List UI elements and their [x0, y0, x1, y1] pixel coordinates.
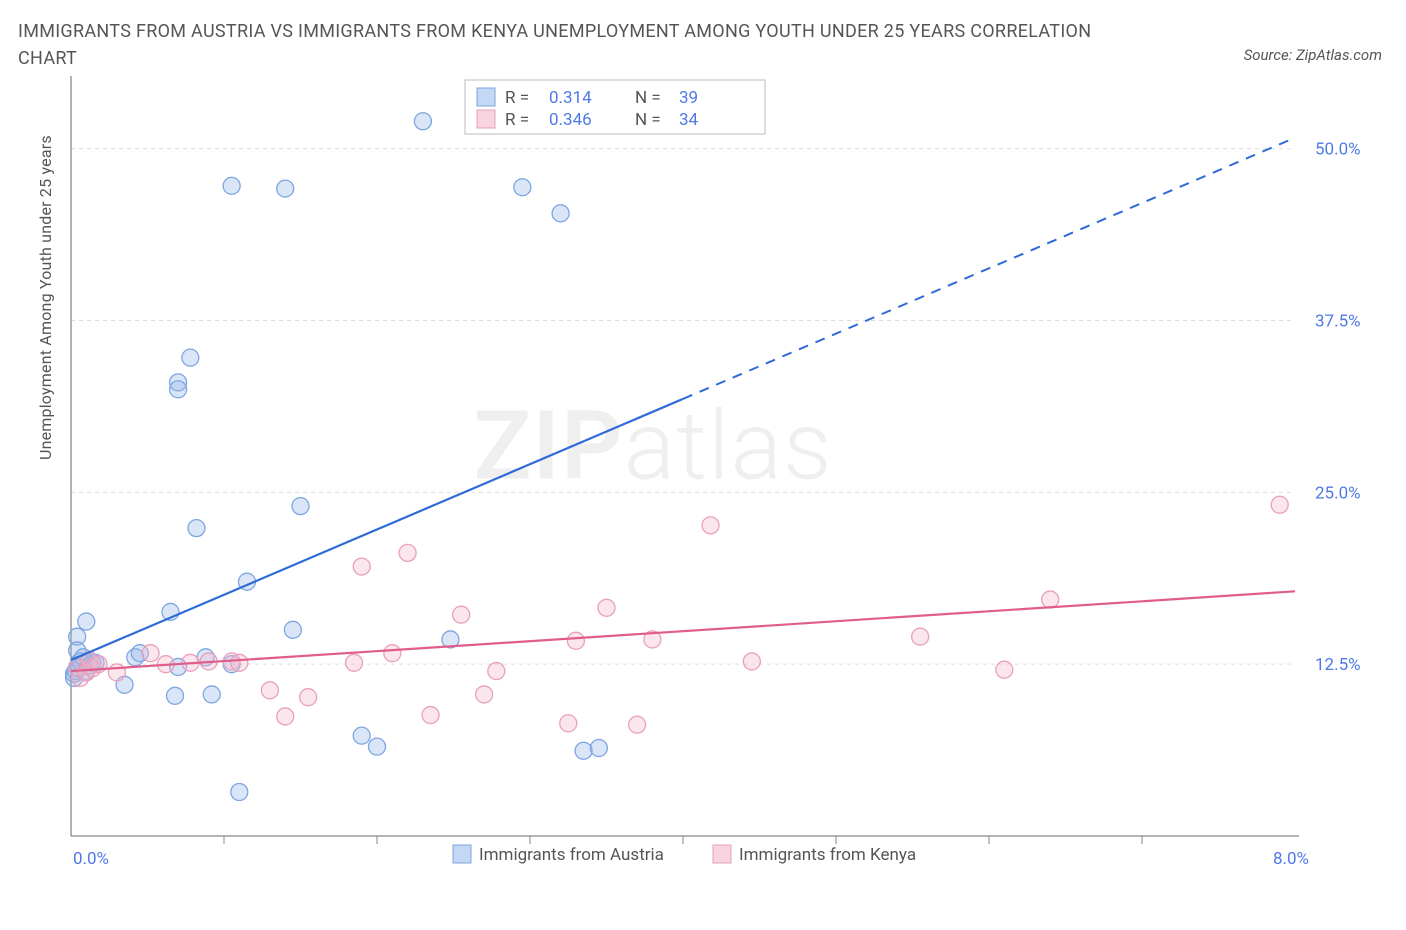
trend-line-austria-dash [683, 138, 1295, 399]
data-point [223, 177, 240, 194]
data-point [353, 558, 370, 575]
y-tick-label: 50.0% [1315, 140, 1361, 160]
y-axis-label: Unemployment Among Youth under 25 years [36, 135, 55, 460]
data-point [78, 613, 95, 630]
data-point [1042, 591, 1059, 608]
data-point [598, 599, 615, 616]
legend-r-label: R = [505, 88, 529, 108]
data-point [488, 663, 505, 680]
plot-area: 12.5% 25.0% 37.5% 50.0% ZIPatlas 0.0% 8.0% R = 0… [65, 74, 1380, 874]
source-label: Source: ZipAtlas.com [1244, 46, 1382, 64]
x-axis-min-label: 0.0% [73, 849, 109, 869]
chart-title: IMMIGRANTS FROM AUSTRIA VS IMMIGRANTS FR… [18, 18, 1118, 72]
data-point [231, 654, 248, 671]
data-point [261, 682, 278, 699]
data-point [300, 689, 317, 706]
data-point [142, 645, 159, 662]
data-point [567, 632, 584, 649]
legend-label-kenya: Immigrants from Kenya [739, 845, 916, 865]
legend-label-austria: Immigrants from Austria [479, 845, 664, 865]
data-point [167, 687, 184, 704]
data-point [590, 740, 607, 757]
data-point [292, 498, 309, 515]
data-point [384, 645, 401, 662]
legend-r-label: R = [505, 110, 529, 130]
data-point [182, 349, 199, 366]
legend-swatch-kenya [477, 110, 495, 128]
legend-swatch-austria [477, 88, 495, 106]
watermark: ZIPatlas [473, 391, 832, 503]
y-tick-label: 12.5% [1315, 655, 1361, 675]
data-point [560, 715, 577, 732]
data-point [476, 686, 493, 703]
series-legend: Immigrants from Austria Immigrants from K… [453, 845, 916, 865]
data-point [1271, 496, 1288, 513]
data-point [629, 716, 646, 733]
data-point [414, 113, 431, 130]
trend-line-austria [71, 399, 683, 660]
data-point [996, 661, 1013, 678]
data-point [277, 180, 294, 197]
legend-r-kenya: 0.346 [549, 110, 592, 130]
legend-r-austria: 0.314 [549, 88, 592, 108]
data-point [353, 727, 370, 744]
data-point [702, 517, 719, 534]
data-point [743, 653, 760, 670]
data-point [912, 628, 929, 645]
legend-n-label: N = [635, 110, 661, 130]
legend-swatch-austria [453, 845, 471, 863]
data-point [170, 381, 187, 398]
data-point [399, 544, 416, 561]
legend-swatch-kenya [713, 845, 731, 863]
data-point [108, 664, 125, 681]
legend-n-label: N = [635, 88, 661, 108]
data-point [369, 738, 386, 755]
trend-line-kenya [71, 591, 1295, 671]
x-axis-max-label: 8.0% [1273, 849, 1309, 869]
legend-n-austria: 39 [679, 88, 698, 108]
y-tick-label: 25.0% [1315, 483, 1361, 503]
data-point [231, 784, 248, 801]
data-point [284, 621, 301, 638]
data-point [453, 606, 470, 623]
data-point [346, 654, 363, 671]
data-point [575, 742, 592, 759]
data-point [514, 179, 531, 196]
data-point [188, 520, 205, 537]
data-point [277, 708, 294, 725]
y-tick-label: 37.5% [1315, 312, 1361, 332]
scatter-chart: 12.5% 25.0% 37.5% 50.0% ZIPatlas 0.0% 8.0% R = 0… [65, 74, 1380, 874]
data-point [203, 686, 220, 703]
legend-n-kenya: 34 [679, 110, 699, 130]
data-point [422, 707, 439, 724]
data-point [552, 205, 569, 222]
